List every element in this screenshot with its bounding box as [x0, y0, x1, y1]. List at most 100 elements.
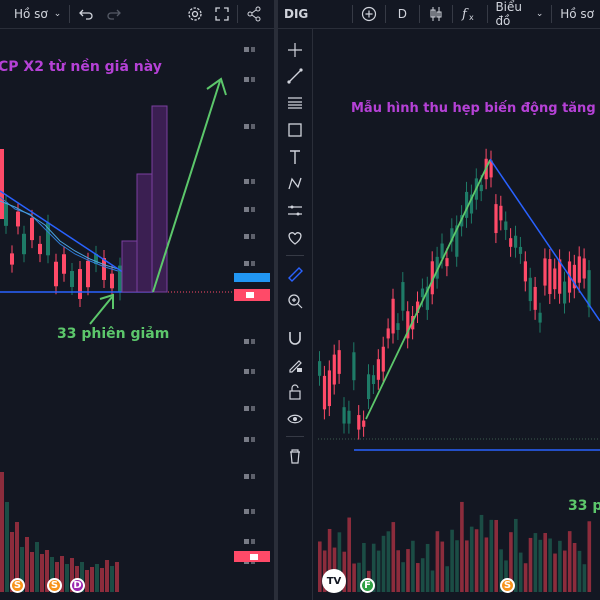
right-price-chart[interactable]: [278, 29, 600, 600]
candle-body: [386, 328, 390, 339]
moving-average-line: [0, 196, 119, 272]
volume-bar: [65, 564, 69, 592]
volume-bar: [25, 537, 29, 592]
rectangle-tool[interactable]: [280, 117, 310, 143]
trendline-tool[interactable]: [280, 63, 310, 89]
session-arrowhead: [99, 293, 114, 309]
candle-body: [367, 374, 371, 400]
measure-tool[interactable]: [280, 198, 310, 224]
volume-bar: [450, 529, 454, 592]
volume-bar: [474, 529, 479, 592]
lock-draw-tool[interactable]: [280, 352, 310, 378]
tradingview-logo[interactable]: TV: [322, 569, 346, 593]
text-icon: [290, 150, 300, 164]
candle-body: [582, 258, 586, 279]
toolbar-separator: [69, 5, 71, 23]
crosshair-tool[interactable]: [280, 37, 310, 63]
fullscreen-icon: [215, 7, 229, 21]
dividend-badge-2[interactable]: S: [47, 578, 62, 593]
magnet-tool[interactable]: [280, 325, 310, 351]
price-scale-tick: [244, 539, 249, 544]
price-label-blue: [234, 273, 270, 282]
svg-text:x: x: [469, 13, 474, 22]
candle-body: [450, 228, 454, 242]
candle-body: [342, 407, 346, 424]
rectangle-icon: [288, 123, 302, 137]
pattern-icon: [288, 177, 302, 190]
earnings-badge[interactable]: F: [360, 578, 375, 593]
ruler-icon: [288, 267, 303, 282]
target-arrowhead: [206, 77, 227, 96]
toolbar-separator: [419, 5, 420, 23]
candle-body: [62, 254, 66, 274]
price-label-text: [246, 292, 254, 298]
left-price-chart[interactable]: [0, 29, 274, 600]
plus-circle-icon: [361, 6, 377, 22]
price-scale-tick: [251, 369, 255, 374]
compare-button[interactable]: [355, 0, 383, 28]
price-scale-tick: [251, 47, 255, 52]
volume-bar: [15, 522, 19, 592]
volume-bar: [362, 542, 366, 592]
share-button[interactable]: [240, 0, 274, 28]
price-scale-tick: [244, 261, 249, 266]
volume-bar: [425, 543, 430, 592]
candles-icon: [430, 7, 442, 21]
dividend-badge-4[interactable]: S: [500, 578, 515, 593]
volume-bar: [80, 562, 84, 592]
chart-type-label: Biểu đồ: [495, 0, 522, 28]
volume-bar: [391, 522, 396, 592]
trash-tool[interactable]: [280, 443, 310, 469]
chart-style-button[interactable]: [422, 0, 450, 28]
candle-body: [543, 258, 547, 286]
fullscreen-button[interactable]: [209, 0, 235, 28]
dividend-badge-1[interactable]: S: [10, 578, 25, 593]
volume-bar: [572, 543, 577, 592]
interval-button[interactable]: D: [388, 0, 417, 28]
fib-tool[interactable]: [280, 90, 310, 116]
symbol-search[interactable]: DIG: [278, 0, 314, 28]
unlock-tool[interactable]: [280, 379, 310, 405]
volume-bar: [20, 547, 24, 592]
volume-bar: [514, 518, 518, 592]
candle-body: [553, 268, 557, 290]
candle-body: [332, 354, 336, 385]
left-price-scale[interactable]: [232, 29, 274, 600]
price-scale-tick: [251, 509, 255, 514]
profile-menu-right[interactable]: Hồ sơ: [554, 0, 600, 28]
toolbar-separator: [451, 5, 453, 23]
volume-bar: [401, 562, 405, 592]
price-scale-tick: [251, 406, 255, 411]
heart-tool[interactable]: [280, 225, 310, 251]
pane-divider[interactable]: [274, 0, 278, 600]
profile-menu[interactable]: Hồ sơ ⌄: [0, 0, 67, 28]
volume-bar: [342, 551, 347, 592]
volume-bar: [558, 540, 562, 592]
pattern-tool[interactable]: [280, 171, 310, 197]
candle-body: [30, 217, 34, 241]
candle-body: [416, 301, 420, 313]
profile-label: Hồ sơ: [14, 7, 48, 21]
left-chart-pane[interactable]: Hồ sơ ⌄ CP X2 từ nền giá này 33 phiên gi…: [0, 0, 274, 600]
price-scale-tick: [244, 234, 249, 239]
profile-label: Hồ sơ: [560, 7, 594, 21]
eye-tool[interactable]: [280, 406, 310, 432]
price-scale-tick: [244, 339, 249, 344]
settings-button[interactable]: [181, 0, 209, 28]
candle-body: [347, 410, 351, 424]
text-tool[interactable]: [280, 144, 310, 170]
volume-bar: [381, 535, 386, 592]
dividend-badge-3[interactable]: D: [70, 578, 85, 593]
price-scale-tick: [251, 234, 255, 239]
chart-type-menu[interactable]: Biểu đồ ⌄: [489, 0, 549, 28]
redo-button[interactable]: [100, 0, 128, 28]
volume-bar: [105, 560, 109, 592]
undo-button[interactable]: [72, 0, 100, 28]
ruler-tool[interactable]: [280, 261, 310, 287]
volume-bar: [10, 532, 14, 592]
zoom-tool[interactable]: [280, 288, 310, 314]
volume-bar: [406, 549, 410, 592]
volume-bar: [376, 550, 381, 592]
